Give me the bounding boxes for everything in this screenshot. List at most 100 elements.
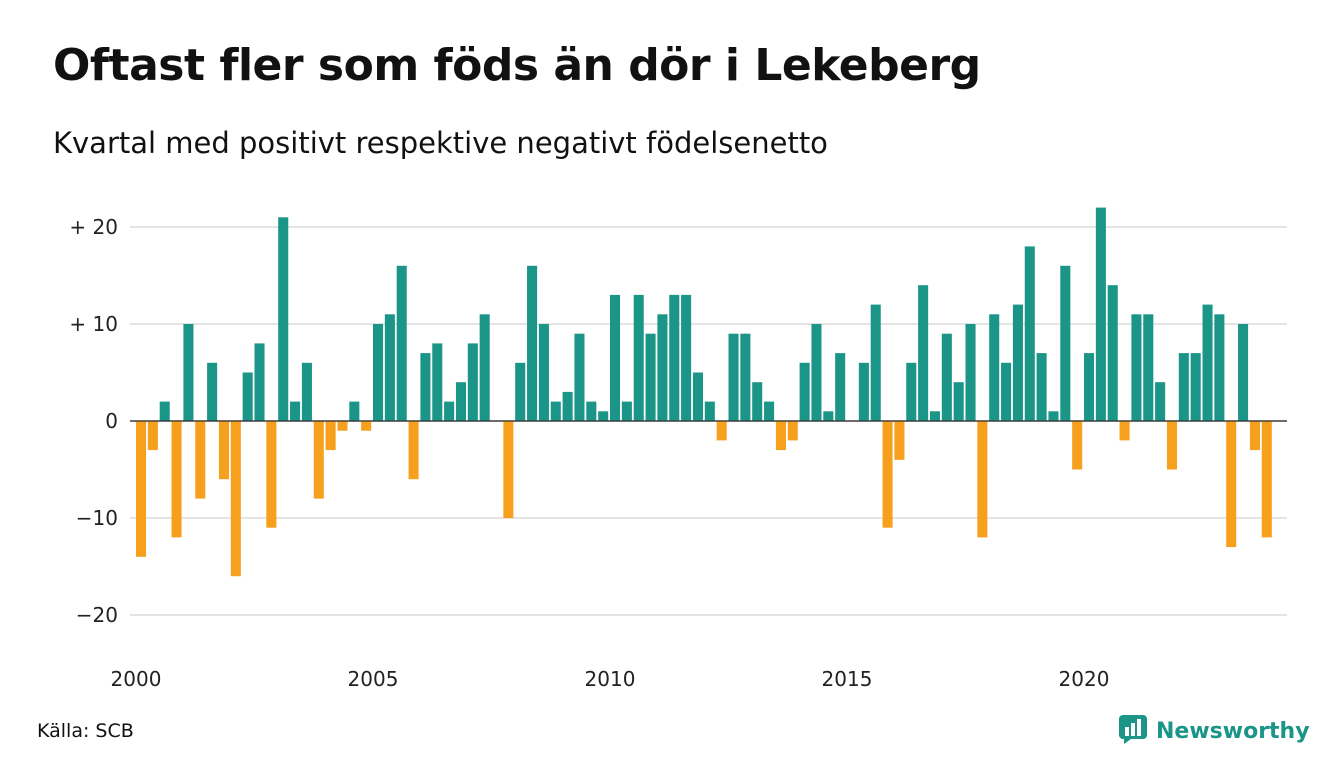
- bar: [207, 362, 218, 421]
- bar: [1048, 411, 1059, 421]
- bar: [444, 401, 455, 421]
- bar: [337, 421, 348, 431]
- bar: [1143, 314, 1154, 421]
- bar: [1214, 314, 1225, 421]
- bar: [384, 314, 395, 421]
- bar: [882, 421, 893, 528]
- chart-title: Oftast fler som föds än dör i Lekeberg: [53, 40, 981, 91]
- chart-subtitle: Kvartal med positivt respektive negativt…: [53, 126, 828, 160]
- bar: [1166, 421, 1177, 470]
- bar: [1238, 324, 1249, 421]
- x-tick-label: 2000: [111, 667, 162, 691]
- bar: [147, 421, 158, 451]
- bar: [1202, 304, 1213, 421]
- bar: [716, 421, 727, 441]
- x-tick-label: 2010: [585, 667, 636, 691]
- y-tick-label: + 10: [69, 312, 118, 336]
- bar: [811, 324, 822, 421]
- bar: [977, 421, 988, 538]
- bar: [764, 401, 775, 421]
- bar: [1012, 304, 1023, 421]
- bar: [550, 401, 561, 421]
- bar: [621, 401, 632, 421]
- bar: [171, 421, 182, 538]
- bar: [740, 333, 751, 421]
- bar: [503, 421, 514, 518]
- bar: [159, 401, 170, 421]
- bar: [704, 401, 715, 421]
- bar: [290, 401, 301, 421]
- bar: [870, 304, 881, 421]
- bar: [1119, 421, 1130, 441]
- bar: [1084, 353, 1095, 421]
- bar: [278, 217, 289, 421]
- bar: [562, 391, 573, 421]
- bar: [218, 421, 229, 480]
- bar: [266, 421, 277, 528]
- bar: [349, 401, 360, 421]
- bar: [799, 362, 810, 421]
- bar: [1107, 285, 1118, 421]
- bar: [692, 372, 703, 421]
- bar: [787, 421, 798, 441]
- bar: [918, 285, 929, 421]
- bar: [835, 353, 846, 421]
- bar: [361, 421, 372, 431]
- bar: [1190, 353, 1201, 421]
- source-label: Källa: SCB: [37, 720, 134, 742]
- x-tick-label: 2015: [822, 667, 873, 691]
- bar: [373, 324, 384, 421]
- bar: [598, 411, 609, 421]
- bar: [965, 324, 976, 421]
- bar: [929, 411, 940, 421]
- bar: [1249, 421, 1260, 451]
- y-tick-label: −10: [76, 506, 118, 530]
- bar: [1095, 207, 1106, 421]
- bar: [752, 382, 763, 421]
- bar: [633, 294, 644, 421]
- bar: [183, 324, 194, 421]
- bar: [301, 362, 312, 421]
- bar: [645, 333, 656, 421]
- bar: [1001, 362, 1012, 421]
- bar: [669, 294, 680, 421]
- bar: [953, 382, 964, 421]
- bar: [681, 294, 692, 421]
- brand-name: Newsworthy: [1156, 718, 1310, 744]
- bar: [1226, 421, 1237, 548]
- y-tick-label: 0: [105, 409, 118, 433]
- bar: [657, 314, 668, 421]
- bar: [728, 333, 739, 421]
- bar: [906, 362, 917, 421]
- bar: [894, 421, 905, 460]
- bar: [313, 421, 324, 499]
- bar: [989, 314, 1000, 421]
- bar: [1261, 421, 1272, 538]
- y-tick-label: + 20: [69, 215, 118, 239]
- bar: [396, 265, 407, 421]
- bar: [1060, 265, 1071, 421]
- bar: [195, 421, 206, 499]
- bar: [230, 421, 241, 577]
- newsworthy-chart-icon: [1118, 714, 1148, 748]
- bar: [538, 324, 549, 421]
- bar: [1072, 421, 1083, 470]
- bar: [941, 333, 952, 421]
- bar: [574, 333, 585, 421]
- bar: [775, 421, 786, 451]
- bar: [823, 411, 834, 421]
- bar: [479, 314, 490, 421]
- bar: [420, 353, 431, 421]
- bar: [1178, 353, 1189, 421]
- y-tick-label: −20: [76, 603, 118, 627]
- bar: [1131, 314, 1142, 421]
- bar: [254, 343, 265, 421]
- newsworthy-brand[interactable]: Newsworthy: [1118, 714, 1310, 748]
- x-tick-label: 2020: [1059, 667, 1110, 691]
- bar: [467, 343, 478, 421]
- x-tick-label: 2005: [348, 667, 399, 691]
- bar: [242, 372, 253, 421]
- bar: [136, 421, 147, 557]
- bar: [325, 421, 336, 451]
